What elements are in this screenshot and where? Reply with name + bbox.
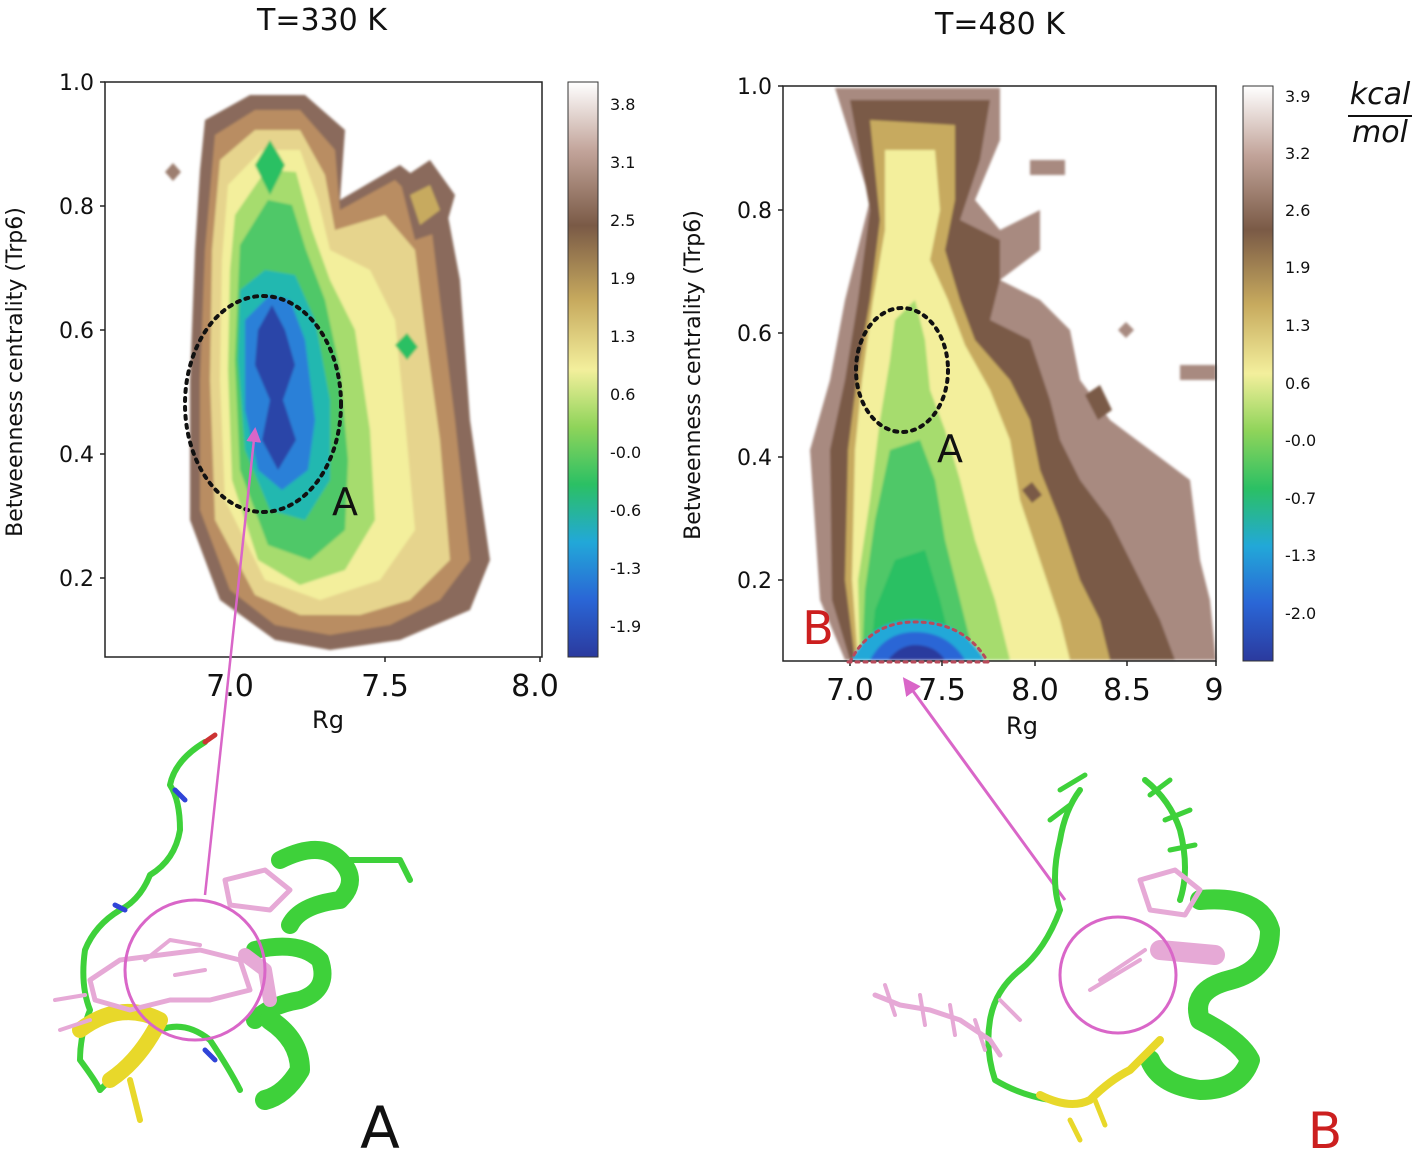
left-cbar-tick-8: -1.3 bbox=[610, 559, 641, 578]
left-cbar-tick-6: -0.0 bbox=[610, 443, 641, 462]
right-panel: T=480 K 0.2 bbox=[681, 7, 1412, 740]
left-xlabel: Rg bbox=[312, 706, 344, 734]
right-cbar-tick-8: -1.3 bbox=[1285, 546, 1316, 565]
right-xtick-3: 8.5 bbox=[1103, 673, 1151, 708]
left-ytick-0: 0.2 bbox=[59, 567, 94, 592]
right-basin-A-label: A bbox=[937, 427, 963, 471]
right-contour-12 bbox=[1085, 385, 1112, 420]
right-contour-14 bbox=[1030, 160, 1065, 175]
right-cbar-tick-3: 1.9 bbox=[1285, 258, 1310, 277]
right-basin-B-circle bbox=[848, 620, 990, 664]
right-ytick-4: 1.0 bbox=[737, 75, 772, 100]
right-ytick-0: 0.2 bbox=[737, 569, 772, 594]
right-ylabel: Betweenness centrality (Trp6) bbox=[681, 210, 706, 540]
structure-B bbox=[872, 772, 1280, 1143]
structure-A bbox=[53, 732, 413, 1123]
left-title: T=330 K bbox=[256, 3, 388, 38]
right-cbar-tick-9: -2.0 bbox=[1285, 604, 1316, 623]
left-cbar-tick-1: 3.1 bbox=[610, 153, 635, 172]
left-ytick-2: 0.6 bbox=[59, 319, 94, 344]
right-contour-15 bbox=[1180, 365, 1216, 380]
right-plot-area bbox=[782, 85, 1217, 662]
left-contour-10 bbox=[255, 140, 285, 195]
right-xlabel: Rg bbox=[1006, 712, 1038, 740]
left-cbar-tick-5: 0.6 bbox=[610, 385, 635, 404]
right-basin-A-circle bbox=[854, 306, 950, 434]
left-plot-area bbox=[104, 81, 543, 658]
arrow-to-B bbox=[902, 677, 1067, 901]
left-landscape bbox=[165, 95, 490, 650]
left-ytick-3: 0.8 bbox=[59, 195, 94, 220]
left-panel: T=330 K 0.2 0.4 bbox=[3, 3, 641, 734]
right-contour-11 bbox=[900, 330, 922, 370]
right-cbar-tick-2: 2.6 bbox=[1285, 201, 1310, 220]
right-landscape bbox=[810, 88, 1216, 660]
right-cbar-tick-5: 0.6 bbox=[1285, 374, 1310, 393]
right-cbar-tick-0: 3.9 bbox=[1285, 87, 1310, 106]
arrow-to-A bbox=[203, 427, 262, 896]
left-y-axis: 0.2 0.4 0.6 0.8 1.0 Betweenness centrali… bbox=[3, 71, 105, 592]
right-colorbar-gradient bbox=[1242, 85, 1274, 662]
right-y-axis: 0.2 0.4 0.6 0.8 1.0 Betweenness centrali… bbox=[681, 75, 783, 594]
left-ytick-1: 0.4 bbox=[59, 443, 94, 468]
right-cbar-tick-7: -0.7 bbox=[1285, 489, 1316, 508]
left-cbar-tick-2: 2.5 bbox=[610, 211, 635, 230]
left-colorbar-gradient bbox=[567, 81, 599, 658]
right-xtick-1: 7.5 bbox=[918, 673, 966, 708]
right-title: T=480 K bbox=[934, 7, 1066, 42]
right-cbar-tick-6: -0.0 bbox=[1285, 431, 1316, 450]
left-cbar-tick-9: -1.9 bbox=[610, 617, 641, 636]
unit-denominator: mol bbox=[1352, 115, 1409, 150]
right-contour-13 bbox=[1022, 482, 1042, 503]
right-ytick-3: 0.8 bbox=[737, 199, 772, 224]
right-colorbar: 3.9 3.2 2.6 1.9 1.3 0.6 -0.0 -0.7 -1.3 -… bbox=[1242, 77, 1412, 662]
left-xtick-1: 7.5 bbox=[361, 669, 409, 704]
right-x-axis: 7.0 7.5 8.0 8.5 9 Rg bbox=[826, 661, 1224, 740]
right-ytick-1: 0.4 bbox=[737, 446, 772, 471]
left-basin-circle bbox=[183, 294, 343, 514]
left-contour-9 bbox=[255, 305, 296, 470]
left-ylabel: Betweenness centrality (Trp6) bbox=[3, 207, 28, 537]
left-x-axis: 7.0 7.5 8.0 Rg bbox=[206, 657, 559, 734]
left-cbar-tick-3: 1.9 bbox=[610, 269, 635, 288]
left-contour-12 bbox=[165, 163, 181, 181]
right-contour-17 bbox=[1150, 530, 1195, 575]
left-contour-14 bbox=[410, 185, 440, 225]
structure-B-label: B bbox=[1308, 1102, 1342, 1156]
unit-numerator: kcal bbox=[1350, 77, 1411, 112]
right-cbar-tick-4: 1.3 bbox=[1285, 316, 1310, 335]
structure-A-circle bbox=[123, 898, 267, 1042]
left-xtick-2: 8.0 bbox=[511, 669, 559, 704]
left-xtick-0: 7.0 bbox=[206, 669, 254, 704]
left-cbar-tick-4: 1.3 bbox=[610, 327, 635, 346]
right-cbar-tick-1: 3.2 bbox=[1285, 144, 1310, 163]
right-xtick-4: 9 bbox=[1204, 673, 1223, 708]
left-cbar-tick-0: 3.8 bbox=[610, 95, 635, 114]
left-ytick-4: 1.0 bbox=[59, 71, 94, 96]
right-contour-10 bbox=[888, 645, 945, 660]
right-contour-16 bbox=[1118, 322, 1134, 338]
right-xtick-2: 8.0 bbox=[1011, 673, 1059, 708]
left-contour-11 bbox=[395, 333, 418, 360]
left-cbar-tick-7: -0.6 bbox=[610, 501, 641, 520]
right-xtick-0: 7.0 bbox=[826, 673, 874, 708]
left-colorbar: 3.8 3.1 2.5 1.9 1.3 0.6 -0.0 -0.6 -1.3 -… bbox=[567, 81, 641, 658]
right-ytick-2: 0.6 bbox=[737, 322, 772, 347]
right-basin-B-label: B bbox=[802, 601, 834, 655]
structure-B-circle bbox=[1058, 915, 1178, 1035]
structure-A-label: A bbox=[360, 1094, 400, 1156]
left-basin-label: A bbox=[332, 480, 358, 524]
